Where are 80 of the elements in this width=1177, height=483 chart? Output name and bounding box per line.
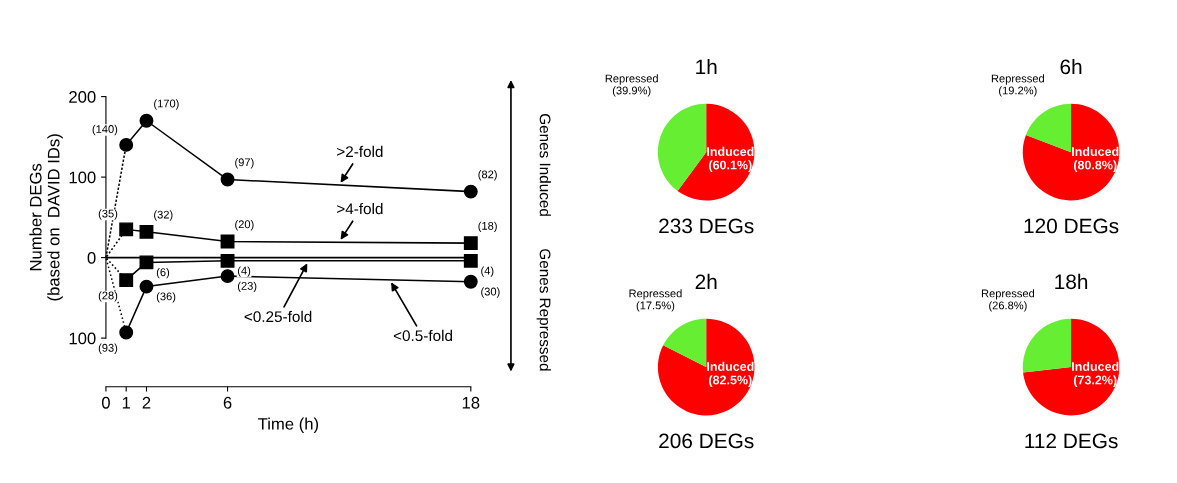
data-label: (140): [92, 124, 118, 136]
point: [463, 236, 478, 251]
data-label: (30): [481, 287, 500, 298]
x-tick-label: 6: [223, 396, 232, 409]
data-label: (18): [478, 221, 497, 232]
data-label: (26.8%): [989, 301, 1027, 312]
data-label: (39.9%): [612, 86, 651, 97]
y-tick-label: 100: [69, 171, 96, 184]
data-label: (35): [98, 209, 118, 220]
data-label: (93): [98, 343, 118, 354]
chart-title: 18h: [1055, 273, 1088, 290]
chart-title: 1h: [696, 58, 717, 75]
point: [139, 113, 154, 128]
data-label: (97): [235, 158, 254, 169]
point: [119, 325, 134, 340]
series-label: >4-fold: [337, 203, 383, 215]
point: [139, 224, 154, 239]
text: Genes Repressed: [536, 249, 551, 371]
data-label: (4): [481, 266, 494, 277]
y-tick-label: 100: [69, 332, 96, 345]
chart-title: 6h: [1060, 58, 1082, 75]
series-label: >2-fold: [337, 145, 383, 158]
slice-label: Induced: [1072, 361, 1119, 371]
x-axis-title: Time (h): [258, 417, 319, 434]
pie-slice: [1023, 318, 1120, 416]
text: 120 DEGs: [1024, 218, 1119, 234]
point: [139, 255, 154, 270]
y-tick-label: 200: [69, 91, 96, 103]
point: [119, 222, 134, 237]
data-label: (80.8%): [1073, 160, 1117, 172]
y-axis-title: Number DEGs (based on DAVID IDs): [29, 134, 63, 301]
y-tick-label: 0: [87, 252, 96, 264]
data-label: (4): [237, 266, 251, 277]
pie-slice: [663, 318, 707, 368]
point: [220, 269, 235, 284]
pie-slice: [1022, 103, 1120, 201]
slice-label: Repressed: [991, 74, 1044, 85]
slice-label: Induced: [707, 146, 754, 157]
data-label: (36): [156, 292, 176, 303]
x-tick-label: 1: [122, 397, 131, 409]
pie-slice: [657, 318, 755, 416]
text: 112 DEGs: [1025, 433, 1118, 449]
slice-label: Repressed: [981, 289, 1035, 300]
point: [220, 172, 235, 187]
data-label: (60.1%): [709, 160, 752, 172]
data-label: (19.2%): [999, 86, 1037, 97]
data-label: (17.5%): [636, 301, 675, 312]
data-label: (170): [154, 99, 179, 110]
point: [119, 137, 134, 152]
pie-slice: [657, 103, 707, 192]
data-label: (32): [154, 210, 173, 221]
slice-label: Repressed: [605, 74, 658, 85]
pie-slice: [1025, 103, 1072, 153]
point: [463, 184, 478, 199]
data-label: (20): [235, 220, 254, 231]
data-label: (28): [98, 291, 118, 302]
x-tick-label: 2: [142, 396, 151, 409]
text: Genes Induced: [539, 113, 551, 216]
point: [463, 253, 478, 268]
x-tick-label: 0: [101, 396, 110, 409]
slice-label: Repressed: [629, 289, 682, 300]
text: <0.25-fold: [244, 310, 312, 323]
point: [119, 273, 134, 288]
chart-title: 2h: [695, 273, 717, 289]
point: [463, 274, 478, 289]
data-label: (6): [156, 267, 170, 279]
text: <0.5-fold: [393, 329, 453, 342]
data-label: (82.5%): [709, 375, 752, 387]
slice-label: Induced: [707, 361, 754, 371]
text: 206 DEGs: [659, 433, 754, 449]
pie-slice: [1022, 318, 1072, 373]
x-tick-label: 18: [462, 396, 480, 409]
point: [139, 279, 154, 294]
text: 233 DEGs: [659, 218, 754, 234]
pie-slice: [677, 103, 755, 201]
data-label: (73.2%): [1073, 375, 1117, 387]
point: [220, 253, 235, 268]
data-label: (82): [478, 170, 497, 181]
slice-label: Induced: [1072, 146, 1119, 157]
data-label: (23): [237, 281, 257, 293]
